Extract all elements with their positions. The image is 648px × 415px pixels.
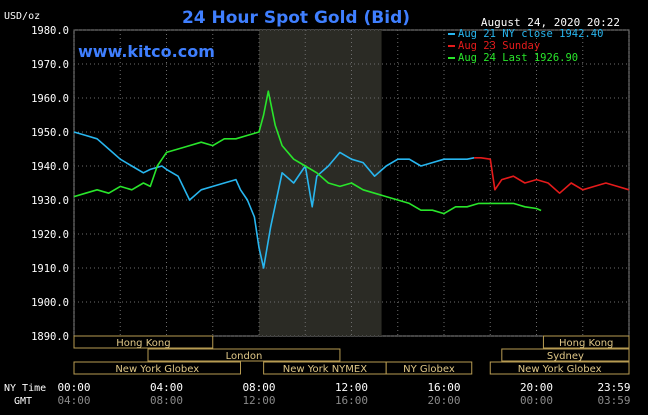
ny-tick-label: 20:00 — [520, 381, 553, 394]
gmt-label: GMT — [14, 396, 32, 407]
gmt-tick-label: 04:00 — [57, 394, 90, 407]
session-label: Hong Kong — [116, 338, 170, 349]
series-line-2 — [474, 157, 630, 194]
gmt-tick-label: 00:00 — [520, 394, 553, 407]
gmt-tick-label: 03:59 — [597, 394, 630, 407]
ny-tick-label: 12:00 — [335, 381, 368, 394]
session-bar — [489, 361, 630, 375]
gmt-tick-label: 08:00 — [150, 394, 183, 407]
series-line-3 — [490, 202, 542, 212]
timestamp: August 24, 2020 20:22 — [481, 16, 620, 29]
series-lines — [73, 90, 630, 269]
y-tick-label: 1910.0 — [31, 263, 69, 275]
series-line-4 — [73, 90, 491, 215]
ny-tick-label: 00:00 — [57, 381, 90, 394]
y-tick-label: 1900.0 — [31, 297, 69, 309]
ny-tick-label: 08:00 — [242, 381, 275, 394]
session-label: Hong Kong — [559, 338, 613, 349]
ny-tick-label: 23:59 — [597, 381, 630, 394]
ny-tick-label: 16:00 — [427, 381, 460, 394]
session-bars: Hong Kong Hong Kong London Sydney New York G… — [73, 335, 630, 375]
session-label: New York Globex — [518, 364, 602, 375]
gmt-tick-label: 16:00 — [335, 394, 368, 407]
series-line-1 — [73, 131, 475, 269]
session-bar — [501, 348, 630, 362]
session-label: New York NYMEX — [283, 364, 368, 375]
y-tick-label: 1920.0 — [31, 229, 69, 241]
x-tick-labels: 00:00 04:00 08:00 12:00 16:00 20:00 23:5904:00… — [57, 381, 630, 407]
session-bar — [73, 361, 241, 375]
y-tick-label: 1970.0 — [31, 59, 69, 71]
session-label: New York Globex — [115, 364, 199, 375]
unit-label: USD/oz — [4, 11, 40, 22]
session-bar — [73, 335, 214, 349]
y-tick-labels: 1890.0 1900.0 1910.0 1920.0 1930.0 1940.0 1950… — [31, 25, 69, 343]
legend-label: Aug 23 Sunday — [458, 40, 540, 52]
session-bar — [147, 348, 341, 362]
nymex-shade — [259, 30, 382, 336]
legend-label: Aug 24 Last 1926.90 — [458, 52, 578, 64]
ny-time-label: NY Time — [4, 383, 46, 394]
watermark: www.kitco.com — [78, 42, 215, 61]
y-tick-label: 1940.0 — [31, 161, 69, 173]
gmt-tick-label: 20:00 — [427, 394, 460, 407]
session-label: Sydney — [547, 351, 584, 362]
session-label: London — [226, 351, 263, 362]
session-bar — [542, 335, 630, 349]
session-bar — [385, 361, 473, 375]
y-tick-label: 1960.0 — [31, 93, 69, 105]
y-tick-label: 1950.0 — [31, 127, 69, 139]
y-tick-label: 1930.0 — [31, 195, 69, 207]
legend-label: Aug 21 NY close 1942.40 — [458, 28, 603, 40]
session-label: NY Globex — [403, 364, 455, 375]
ny-tick-label: 04:00 — [150, 381, 183, 394]
y-tick-label: 1980.0 — [31, 25, 69, 37]
chart-title: 24 Hour Spot Gold (Bid) — [182, 8, 410, 28]
y-tick-label: 1890.0 — [31, 331, 69, 343]
gmt-tick-label: 12:00 — [242, 394, 275, 407]
